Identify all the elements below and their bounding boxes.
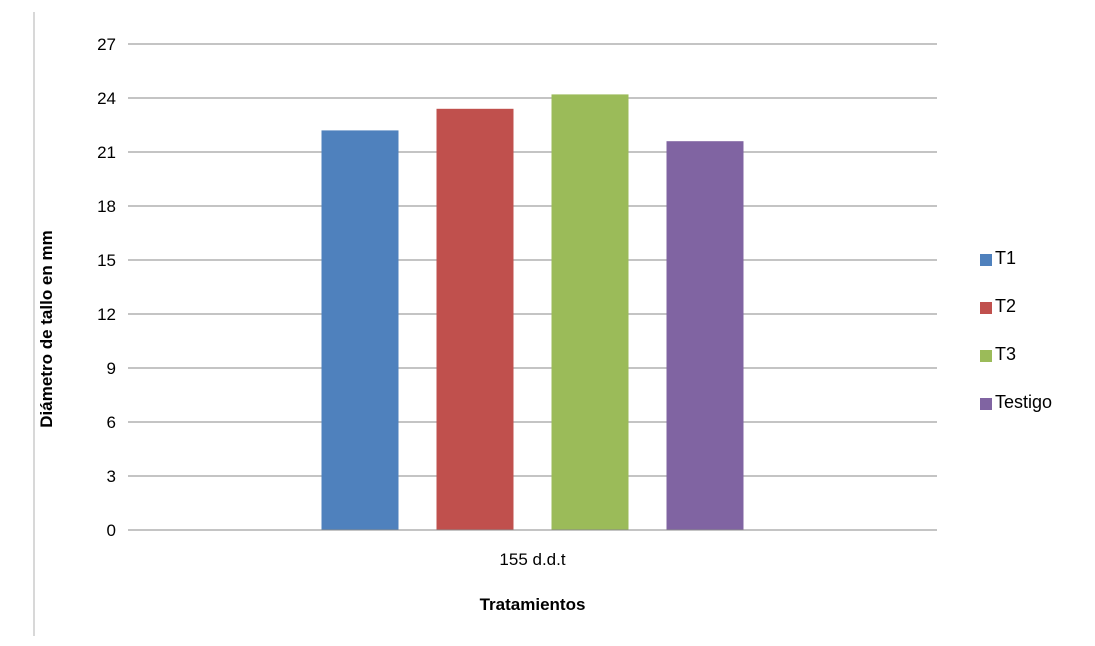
y-tick-label: 15: [97, 251, 116, 270]
legend-swatch-testigo: [980, 398, 992, 410]
y-axis-title: Diámetro de tallo en mm: [37, 230, 56, 427]
legend: T1 T2 T3 Testigo: [980, 248, 1052, 412]
legend-label: Testigo: [995, 392, 1052, 412]
bar-t3: [551, 94, 629, 531]
x-axis-ticks: 155 d.d.t: [499, 550, 565, 569]
y-tick-label: 27: [97, 35, 116, 54]
y-tick-label: 18: [97, 197, 116, 216]
x-tick-label: 155 d.d.t: [499, 550, 565, 569]
x-axis-title: Tratamientos: [480, 595, 586, 614]
bar-t2: [436, 108, 514, 531]
bar-testigo: [666, 141, 744, 530]
y-tick-label: 6: [107, 413, 116, 432]
y-axis-ticks: 0 3 6 9 12 15 18 21 24 27: [97, 35, 116, 540]
legend-label: T3: [995, 344, 1016, 364]
y-tick-label: 9: [107, 359, 116, 378]
y-tick-label: 3: [107, 467, 116, 486]
y-tick-label: 0: [107, 521, 116, 540]
bars: [321, 94, 744, 531]
y-tick-label: 12: [97, 305, 116, 324]
y-tick-label: 21: [97, 143, 116, 162]
legend-label: T1: [995, 248, 1016, 268]
legend-swatch-t3: [980, 350, 992, 362]
legend-label: T2: [995, 296, 1016, 316]
legend-swatch-t2: [980, 302, 992, 314]
y-tick-label: 24: [97, 89, 116, 108]
gridlines: [128, 43, 937, 477]
legend-swatch-t1: [980, 254, 992, 266]
bar-t1: [321, 130, 399, 530]
